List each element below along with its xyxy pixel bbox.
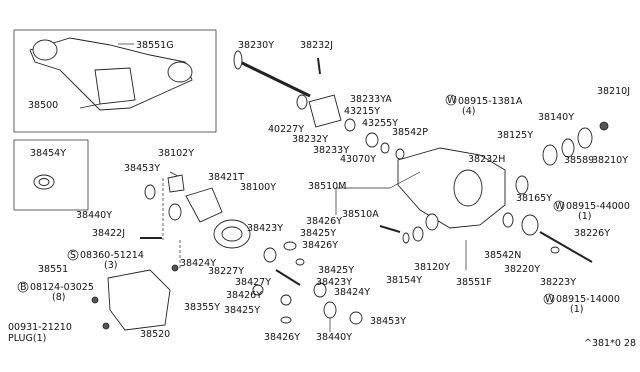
part-label: 08360-51214 (80, 250, 144, 261)
part-label: 43255Y (362, 118, 398, 129)
drawing (13, 29, 609, 332)
part-label: 38100Y (240, 182, 276, 193)
part-label: 38427Y (235, 277, 271, 288)
part-label: 38425Y (300, 228, 336, 239)
circle-letter: W (545, 294, 555, 305)
part-label: 38230Y (238, 40, 274, 51)
part-label: 38232J (300, 40, 333, 51)
part-label: 38542P (392, 127, 428, 138)
part-label: 38426Y (264, 332, 300, 343)
part-label: 38425Y (224, 305, 260, 316)
part-label: 38223Y (540, 277, 576, 288)
part-label: 38423Y (247, 223, 283, 234)
quantity: (8) (52, 292, 65, 303)
part-label: 38423Y (316, 277, 352, 288)
part-label: 38233Y (313, 145, 349, 156)
part-label: 08124-03025 (30, 282, 94, 293)
labels: 38551G 38500 38454Y 38230Y 38232J 38233Y… (8, 40, 636, 349)
quantity: (4) (462, 106, 475, 117)
part-label: 38453Y (370, 316, 406, 327)
quantity: (1) (570, 304, 583, 315)
part-label: 38510M (308, 181, 346, 192)
part-label: 38520 (140, 329, 170, 340)
part-label: 38125Y (497, 130, 533, 141)
diagram-code: ^381*0 28 (584, 338, 636, 349)
part-label: 40227Y (268, 124, 304, 135)
part-label: 38454Y (30, 148, 66, 159)
circle-letter: W (555, 201, 565, 212)
part-label: 38140Y (538, 112, 574, 123)
part-label: 38500 (28, 100, 58, 111)
part-label: 38440Y (316, 332, 352, 343)
part-label: 38426Y (306, 216, 342, 227)
part-label: 38589 (564, 155, 594, 166)
part-label: 38102Y (158, 148, 194, 159)
part-label: 38424Y (334, 287, 370, 298)
part-label: 38551 (38, 264, 68, 275)
part-label: 43215Y (344, 106, 380, 117)
part-label: 38426Y (226, 290, 262, 301)
part-label: 00931-21210 (8, 322, 72, 333)
part-label: 38355Y (184, 302, 220, 313)
part-label: 38426Y (302, 240, 338, 251)
circle-letter: B (20, 282, 27, 293)
part-label: 38440Y (76, 210, 112, 221)
part-label: 08915-1381A (458, 96, 523, 107)
part-label: 38232Y (292, 134, 328, 145)
circle-letter: S (70, 250, 76, 261)
part-label: 38154Y (386, 275, 422, 286)
part-label: 38453Y (124, 163, 160, 174)
part-label: 38232H (468, 154, 505, 165)
part-label: 38422J (92, 228, 125, 239)
part-label: 08915-14000 (556, 294, 620, 305)
part-label: 38226Y (574, 228, 610, 239)
quantity: (3) (104, 260, 117, 271)
part-label: 43070Y (340, 154, 376, 165)
part-label: 38233YA (350, 94, 392, 105)
part-label: 38425Y (318, 265, 354, 276)
part-label: 38551G (136, 40, 174, 51)
part-label: 38424Y (180, 258, 216, 269)
part-label: 38210Y (592, 155, 628, 166)
part-label: 38421T (208, 172, 244, 183)
part-label: 38551F (456, 277, 492, 288)
part-label: 38210J (597, 86, 630, 97)
part-label: 38510A (342, 209, 379, 220)
circle-letter: W (447, 95, 457, 106)
quantity: PLUG(1) (8, 333, 46, 344)
part-label: 38120Y (414, 262, 450, 273)
part-label: 38220Y (504, 264, 540, 275)
part-label: 08915-44000 (566, 201, 630, 212)
part-label: 38542N (484, 250, 521, 261)
part-label: 38227Y (208, 266, 244, 277)
part-label: 38165Y (516, 193, 552, 204)
quantity: (1) (578, 211, 591, 222)
